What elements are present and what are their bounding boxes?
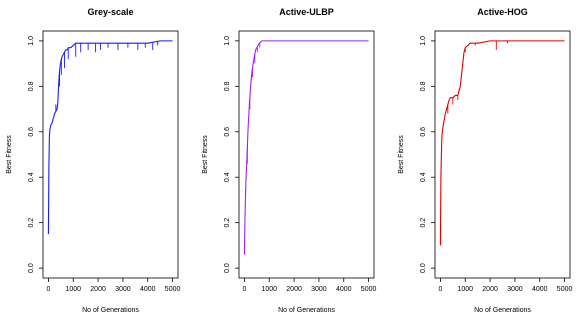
y-tick-label: 0.2: [224, 218, 231, 228]
chart-title: Grey-scale: [87, 7, 133, 17]
x-axis-label: No of Generations: [474, 307, 531, 314]
x-tick-label: 3000: [115, 286, 131, 293]
y-tick-label: 0.2: [28, 218, 35, 228]
y-tick-label: 0.6: [28, 127, 35, 137]
y-tick-label: 0.2: [420, 218, 427, 228]
y-tick-label: 0.0: [224, 263, 231, 273]
y-tick-label: 0.8: [420, 81, 427, 91]
x-tick-label: 5000: [557, 286, 573, 293]
series-line: [243, 40, 369, 255]
x-tick-label: 1000: [457, 286, 473, 293]
series-line: [47, 40, 173, 235]
x-tick-label: 2000: [90, 286, 106, 293]
y-tick-label: 0.6: [224, 127, 231, 137]
y-tick-label: 0.8: [224, 81, 231, 91]
x-tick-label: 1000: [65, 286, 81, 293]
series-line: [439, 40, 565, 246]
x-tick-label: 2000: [482, 286, 498, 293]
y-tick-label: 0.4: [28, 172, 35, 182]
y-tick-label: 0.0: [420, 263, 427, 273]
y-tick-label: 0.4: [420, 172, 427, 182]
y-axis-label: Best Fitness: [398, 135, 405, 174]
chart-title: Active-HOG: [477, 7, 528, 17]
y-tick-label: 1.0: [28, 36, 35, 46]
y-tick-label: 0.6: [420, 127, 427, 137]
chart-panel-1: Grey-scale No of Generations Best Fitness 0…: [6, 7, 180, 314]
x-tick-label: 1000: [261, 286, 277, 293]
x-tick-label: 5000: [361, 286, 377, 293]
y-tick-label: 1.0: [420, 36, 427, 46]
plot-frame: [434, 30, 571, 279]
x-tick-label: 0: [46, 286, 50, 293]
x-tick-label: 3000: [311, 286, 327, 293]
chart-title: Active-ULBP: [279, 7, 334, 17]
y-axis-label: Best Fitness: [6, 135, 13, 174]
y-axis-label: Best Fitness: [202, 135, 209, 174]
x-tick-label: 5000: [165, 286, 181, 293]
x-tick-label: 4000: [140, 286, 156, 293]
x-tick-label: 3000: [507, 286, 523, 293]
y-tick-label: 0.0: [28, 263, 35, 273]
plot-frame: [42, 30, 179, 279]
chart-panel-2: Active-ULBP No of Generations Best Fitness…: [202, 7, 376, 314]
x-tick-label: 4000: [336, 286, 352, 293]
y-tick-label: 0.8: [28, 81, 35, 91]
y-tick-label: 0.4: [224, 172, 231, 182]
y-tick-label: 1.0: [224, 36, 231, 46]
x-axis-label: No of Generations: [278, 307, 335, 314]
x-axis-label: No of Generations: [82, 307, 139, 314]
x-tick-label: 2000: [286, 286, 302, 293]
x-tick-label: 0: [438, 286, 442, 293]
chart-panel-3: Active-HOG No of Generations Best Fitness 0…: [398, 7, 572, 314]
x-tick-label: 0: [242, 286, 246, 293]
x-tick-label: 4000: [532, 286, 548, 293]
plot-frame: [238, 30, 375, 279]
